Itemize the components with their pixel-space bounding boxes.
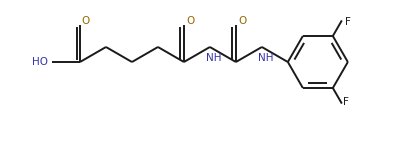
Text: NH: NH (206, 53, 222, 63)
Text: O: O (187, 16, 195, 26)
Text: O: O (239, 16, 247, 26)
Text: F: F (345, 17, 351, 27)
Text: HO: HO (32, 57, 48, 67)
Text: NH: NH (258, 53, 274, 63)
Text: O: O (81, 16, 89, 26)
Text: F: F (343, 97, 349, 107)
